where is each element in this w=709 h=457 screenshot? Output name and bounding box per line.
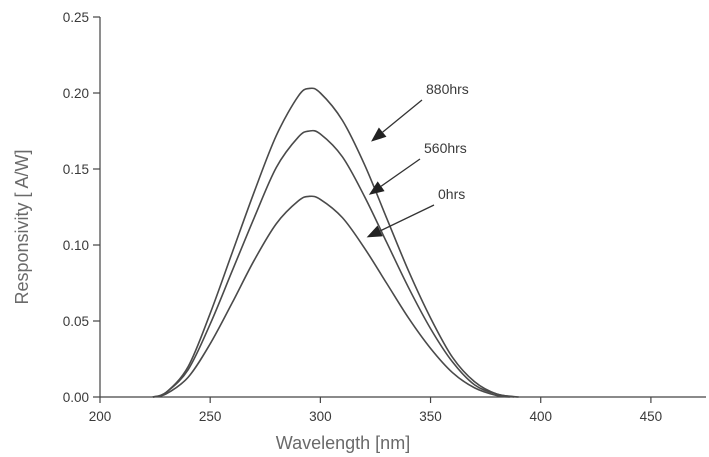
x-tick-label: 300	[309, 409, 332, 424]
x-tick-label: 200	[89, 409, 112, 424]
y-ticks: 0.00 0.05 0.10 0.15 0.20 0.25	[63, 10, 100, 405]
axes	[99, 17, 706, 398]
curve-560hrs	[152, 129, 515, 398]
annotation-label-880hrs: 880hrs	[426, 81, 469, 97]
annotation-label-560hrs: 560hrs	[424, 140, 467, 156]
x-tick-label: 250	[199, 409, 222, 424]
y-tick-label: 0.25	[63, 10, 89, 25]
x-ticks: 200 250 300 350 400 450	[89, 397, 662, 424]
y-tick-label: 0.20	[63, 86, 89, 101]
curve-0hrs	[152, 195, 510, 398]
annotation-arrowhead	[366, 225, 383, 238]
annotation-arrow	[379, 204, 435, 232]
x-tick-label: 350	[419, 409, 442, 424]
annotation-arrowhead	[368, 181, 385, 195]
annotation-label-0hrs: 0hrs	[438, 186, 465, 202]
annotation-arrow	[382, 99, 423, 133]
y-tick-label: 0.00	[63, 390, 89, 405]
curves	[152, 87, 519, 398]
curve-880hrs	[152, 87, 519, 398]
x-tick-label: 400	[529, 409, 552, 424]
x-axis-title: Wavelength [nm]	[276, 433, 410, 453]
annotation-arrow	[380, 158, 421, 187]
y-tick-label: 0.15	[63, 162, 89, 177]
y-tick-label: 0.10	[63, 238, 89, 253]
y-tick-label: 0.05	[63, 314, 89, 329]
y-axis-title: Responsivity [ A/W]	[12, 149, 32, 304]
x-tick-label: 450	[640, 409, 663, 424]
annotations: 880hrs 560hrs 0hrs	[366, 81, 469, 238]
annotation-arrowhead	[371, 127, 387, 142]
